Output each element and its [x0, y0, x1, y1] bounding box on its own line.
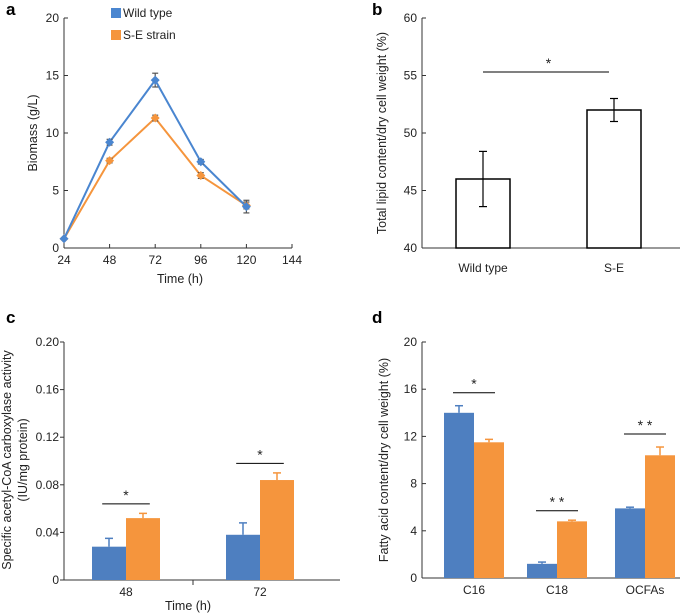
y-tick-label: 15	[46, 69, 60, 83]
y-tick-label: 12	[404, 429, 418, 443]
y-tick-label: 10	[46, 126, 60, 140]
x-tick-label: OCFAs	[626, 583, 665, 597]
panel-a-series	[59, 72, 251, 244]
bar	[226, 534, 260, 580]
data-point	[105, 137, 115, 147]
panel-c-y-label-line2: (IU/mg protein)	[16, 418, 30, 501]
significance-label: * *	[638, 417, 653, 433]
x-tick-label: C16	[463, 583, 485, 597]
significance-label: * *	[550, 494, 565, 510]
bar	[126, 518, 160, 580]
x-tick-label: 120	[236, 253, 256, 267]
panel-c-x-label: Time (h)	[165, 599, 211, 613]
x-tick-label: S-E	[604, 261, 624, 275]
panel-d: d 0 4 8 12 16 20 C16 * C18 * * OCFAs * * Fatty aci…	[372, 308, 680, 597]
data-point	[196, 171, 206, 181]
panel-a-x-label: Time (h)	[157, 272, 203, 286]
x-tick-label: C18	[546, 583, 568, 597]
x-tick-label: Wild type	[458, 261, 508, 275]
x-tick-label: 72	[149, 253, 163, 267]
y-tick-label: 0	[52, 573, 59, 587]
y-tick-label: 0.16	[36, 383, 60, 397]
bar	[645, 455, 675, 578]
legend-swatch-s-e-strain	[111, 30, 121, 40]
panel-c-bars: 48 * 72 *	[92, 446, 294, 599]
y-tick-label: 0	[52, 241, 59, 255]
legend-swatch-wild-type	[111, 8, 121, 18]
data-point	[59, 234, 69, 244]
panel-a-y-ticks: 0 5 10 15 20	[46, 11, 68, 255]
x-tick-label: 48	[103, 253, 117, 267]
y-tick-label: 45	[404, 184, 418, 198]
data-point	[105, 156, 115, 166]
panel-d-y-ticks: 0 4 8 12 16 20	[404, 335, 426, 585]
data-point	[150, 75, 160, 85]
data-point	[150, 113, 160, 123]
panel-a-x-ticks: 24 48 72 96 120 144	[57, 244, 302, 267]
y-tick-label: 8	[410, 477, 417, 491]
y-tick-label: 0.04	[36, 525, 60, 539]
y-tick-label: 4	[410, 524, 417, 538]
bar	[474, 442, 504, 578]
y-tick-label: 50	[404, 126, 418, 140]
y-tick-label: 0.20	[36, 335, 60, 349]
panel-b-y-ticks: 40 45 50 55 60	[404, 11, 426, 255]
x-tick-label: 72	[253, 585, 267, 599]
bar	[444, 412, 474, 578]
panel-a-legend: Wild type S-E strain	[111, 6, 176, 42]
y-tick-label: 0.12	[36, 430, 60, 444]
significance-label: *	[471, 376, 477, 392]
panel-c-letter: c	[6, 308, 15, 327]
y-tick-label: 0.08	[36, 478, 60, 492]
bar	[527, 563, 557, 578]
bar	[586, 109, 642, 249]
panel-b-letter: b	[372, 0, 382, 19]
bar	[615, 508, 645, 578]
y-tick-label: 0	[410, 571, 417, 585]
y-tick-label: 5	[52, 184, 59, 198]
series-line	[63, 78, 248, 240]
bar	[557, 521, 587, 578]
data-point	[241, 202, 251, 212]
x-tick-label: 48	[119, 585, 133, 599]
panel-b-y-label: Total lipid content/dry cell weight (%)	[375, 32, 389, 234]
y-tick-label: 20	[46, 11, 60, 25]
significance-label: *	[257, 446, 263, 462]
panel-a-letter: a	[6, 0, 16, 19]
legend-label-s-e-strain: S-E strain	[123, 28, 176, 42]
panel-d-y-label: Fatty acid content/dry cell weight (%)	[377, 358, 391, 562]
x-tick-label: 24	[57, 253, 71, 267]
panel-c-y-label-line1: Specific acetyl-CoA carboxylase activity	[0, 349, 14, 569]
panel-c: c 00.040.080.120.160.20 48*72* Time (h) …	[0, 308, 340, 613]
significance-label: *	[546, 55, 552, 71]
y-tick-label: 20	[404, 335, 418, 349]
panel-a-y-label: Biomass (g/L)	[26, 94, 40, 171]
y-tick-label: 16	[404, 382, 418, 396]
y-tick-label: 55	[404, 69, 418, 83]
x-tick-label: 144	[282, 253, 302, 267]
panel-c-y-ticks: 0 0.04 0.08 0.12 0.16 0.20	[36, 335, 64, 587]
panel-d-bars: C16 * C18 * * OCFAs * *	[444, 376, 675, 597]
panel-d-letter: d	[372, 308, 382, 327]
y-tick-label: 40	[404, 241, 418, 255]
bar	[260, 480, 294, 580]
legend-label-wild-type: Wild type	[123, 6, 173, 20]
panel-a: a 0 5 10 15 20 24 48 72 96 120 144 Time (h) Bioma…	[6, 0, 302, 286]
bar	[92, 546, 126, 580]
x-tick-label: 96	[194, 253, 208, 267]
data-point	[196, 157, 206, 167]
panel-b: b 40 45 50 55 60 Wild type S-E * Total lipid c…	[372, 0, 680, 275]
panel-b-bars: Wild type S-E *	[455, 55, 642, 275]
y-tick-label: 60	[404, 11, 418, 25]
significance-label: *	[123, 487, 129, 503]
